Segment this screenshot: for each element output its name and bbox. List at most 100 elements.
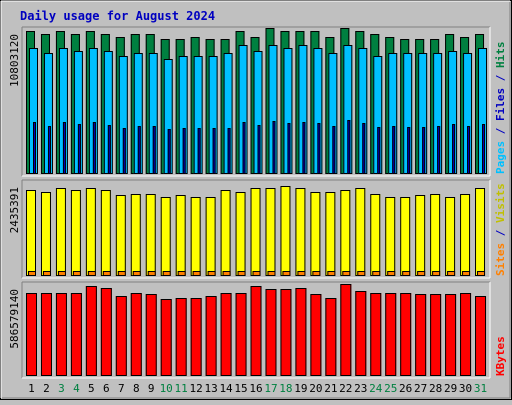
bar-files-15-fill	[238, 45, 248, 174]
legend-part-2: Files	[494, 88, 507, 121]
bar-visits-22-fill	[340, 190, 351, 276]
bar-kbytes-20-fill	[310, 294, 322, 376]
bar-visits-13	[205, 197, 216, 276]
bar-kbytes-28	[430, 294, 442, 376]
bar-sites-30-fill	[462, 271, 471, 276]
bar-visits-17-fill	[265, 188, 276, 276]
bar-kbytes-22-fill	[340, 284, 352, 376]
bar-pages-4-outline	[77, 124, 81, 174]
bar-kbytes-7-outline	[115, 296, 127, 376]
bar-pages-21	[332, 126, 336, 174]
bar-files-25-fill	[388, 53, 398, 174]
bar-kbytes-5-outline	[85, 286, 97, 376]
bar-sites-21-outline	[327, 271, 336, 276]
bar-pages-13	[212, 128, 216, 174]
bar-files-30-fill	[463, 53, 473, 174]
bar-kbytes-25-fill	[385, 293, 397, 376]
x-tick-label-13: 13	[204, 382, 217, 395]
bar-sites-31-outline	[477, 271, 486, 276]
bar-sites-4	[72, 271, 81, 276]
bar-visits-5	[85, 188, 96, 276]
bar-pages-31-fill	[482, 124, 486, 174]
bar-kbytes-6	[100, 288, 112, 376]
bar-pages-29-fill	[452, 124, 456, 174]
bar-visits-1	[26, 190, 36, 276]
bar-sites-16-fill	[252, 271, 261, 276]
bar-visits-16-fill	[250, 188, 261, 276]
bar-sites-29	[447, 271, 456, 276]
bar-files-1-fill	[29, 48, 38, 174]
x-tick-label-10: 10	[160, 382, 173, 395]
bar-kbytes-10-outline	[160, 299, 172, 376]
bar-pages-21-outline	[332, 126, 336, 174]
bar-kbytes-9-outline	[145, 294, 157, 376]
bar-pages-28-outline	[437, 126, 441, 174]
bar-pages-26	[407, 127, 411, 174]
panel-visits-sites: 2435391 Sites / Visits	[8, 179, 507, 279]
bar-files-3-fill	[58, 48, 68, 174]
bar-kbytes-6-fill	[100, 288, 112, 376]
bar-kbytes-19-fill	[295, 288, 307, 376]
bar-visits-27	[415, 195, 426, 276]
bar-sites-4-fill	[72, 271, 81, 276]
bar-sites-8	[132, 271, 141, 276]
bar-kbytes-21	[325, 298, 337, 376]
bar-visits-29	[445, 197, 456, 276]
bar-kbytes-4-fill	[70, 293, 82, 376]
bar-kbytes-14-outline	[220, 293, 232, 376]
bar-pages-8-outline	[137, 126, 141, 174]
x-tick-label-18: 18	[279, 382, 292, 395]
bar-kbytes-24-outline	[370, 293, 382, 376]
bar-kbytes-5	[85, 286, 97, 376]
bar-kbytes-15-fill	[235, 293, 247, 376]
bar-pages-13-fill	[212, 128, 216, 174]
bar-sites-7	[117, 271, 126, 276]
bar-pages-14-outline	[227, 128, 231, 174]
bar-sites-23-fill	[357, 271, 366, 276]
bar-visits-22	[340, 190, 351, 276]
bar-sites-14-outline	[222, 271, 231, 276]
bar-kbytes-13	[205, 296, 217, 376]
bar-kbytes-27-outline	[415, 294, 427, 376]
bar-files-9-fill	[148, 53, 158, 174]
bar-pages-10-fill	[167, 129, 171, 174]
panel-hits-files-pages-ytick: 10803120	[8, 34, 21, 87]
bar-kbytes-13-outline	[205, 296, 217, 376]
bar-kbytes-17	[265, 289, 277, 376]
bar-sites-20-outline	[312, 271, 321, 276]
bar-visits-30-fill	[460, 194, 471, 276]
bar-kbytes-16-outline	[250, 286, 262, 376]
bar-kbytes-30-outline	[460, 293, 472, 376]
bar-kbytes-30-fill	[460, 293, 472, 376]
bar-visits-6	[100, 190, 111, 276]
bar-sites-13-fill	[207, 271, 216, 276]
bar-sites-18-fill	[282, 271, 291, 276]
bar-visits-31	[475, 188, 486, 276]
bar-sites-18-outline	[282, 271, 291, 276]
bar-kbytes-22	[340, 284, 352, 376]
bar-visits-9-fill	[145, 194, 156, 276]
bar-kbytes-30	[460, 293, 472, 376]
bar-sites-14-fill	[222, 271, 231, 276]
bar-kbytes-1-outline	[26, 293, 37, 376]
bar-pages-24	[377, 127, 381, 174]
bar-sites-30-outline	[462, 271, 471, 276]
bar-kbytes-27	[415, 294, 427, 376]
bar-visits-5-fill	[85, 188, 96, 276]
bar-visits-20-fill	[310, 192, 321, 276]
bar-pages-1-outline	[33, 122, 36, 174]
bar-pages-20-outline	[317, 123, 321, 174]
bar-visits-2	[40, 192, 51, 276]
bar-pages-13-outline	[212, 128, 216, 174]
bar-pages-3	[62, 122, 66, 174]
bar-kbytes-15-outline	[235, 293, 247, 376]
x-tick-label-26: 26	[399, 382, 412, 395]
x-tick-label-6: 6	[103, 382, 110, 395]
bar-pages-23	[362, 123, 366, 174]
bar-kbytes-18-outline	[280, 289, 292, 376]
x-tick-label-8: 8	[133, 382, 140, 395]
bar-visits-27-fill	[415, 195, 426, 276]
bar-kbytes-21-fill	[325, 298, 337, 376]
bar-visits-11-fill	[175, 195, 186, 276]
